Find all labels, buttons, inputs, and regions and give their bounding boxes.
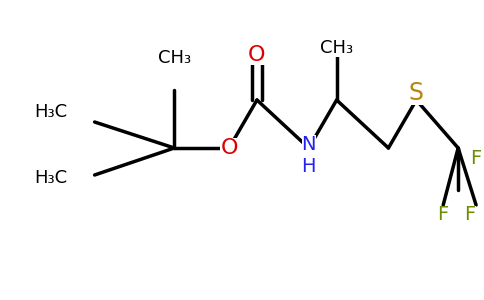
Text: F: F (465, 206, 476, 224)
Text: CH₃: CH₃ (158, 49, 191, 67)
Text: H₃C: H₃C (34, 169, 68, 187)
Text: S: S (409, 81, 424, 105)
Text: CH₃: CH₃ (320, 39, 353, 57)
Text: O: O (248, 45, 266, 65)
Text: F: F (470, 148, 482, 167)
Text: H₃C: H₃C (34, 103, 68, 121)
Text: F: F (438, 206, 449, 224)
Text: N
H: N H (302, 134, 316, 176)
Text: O: O (220, 138, 238, 158)
